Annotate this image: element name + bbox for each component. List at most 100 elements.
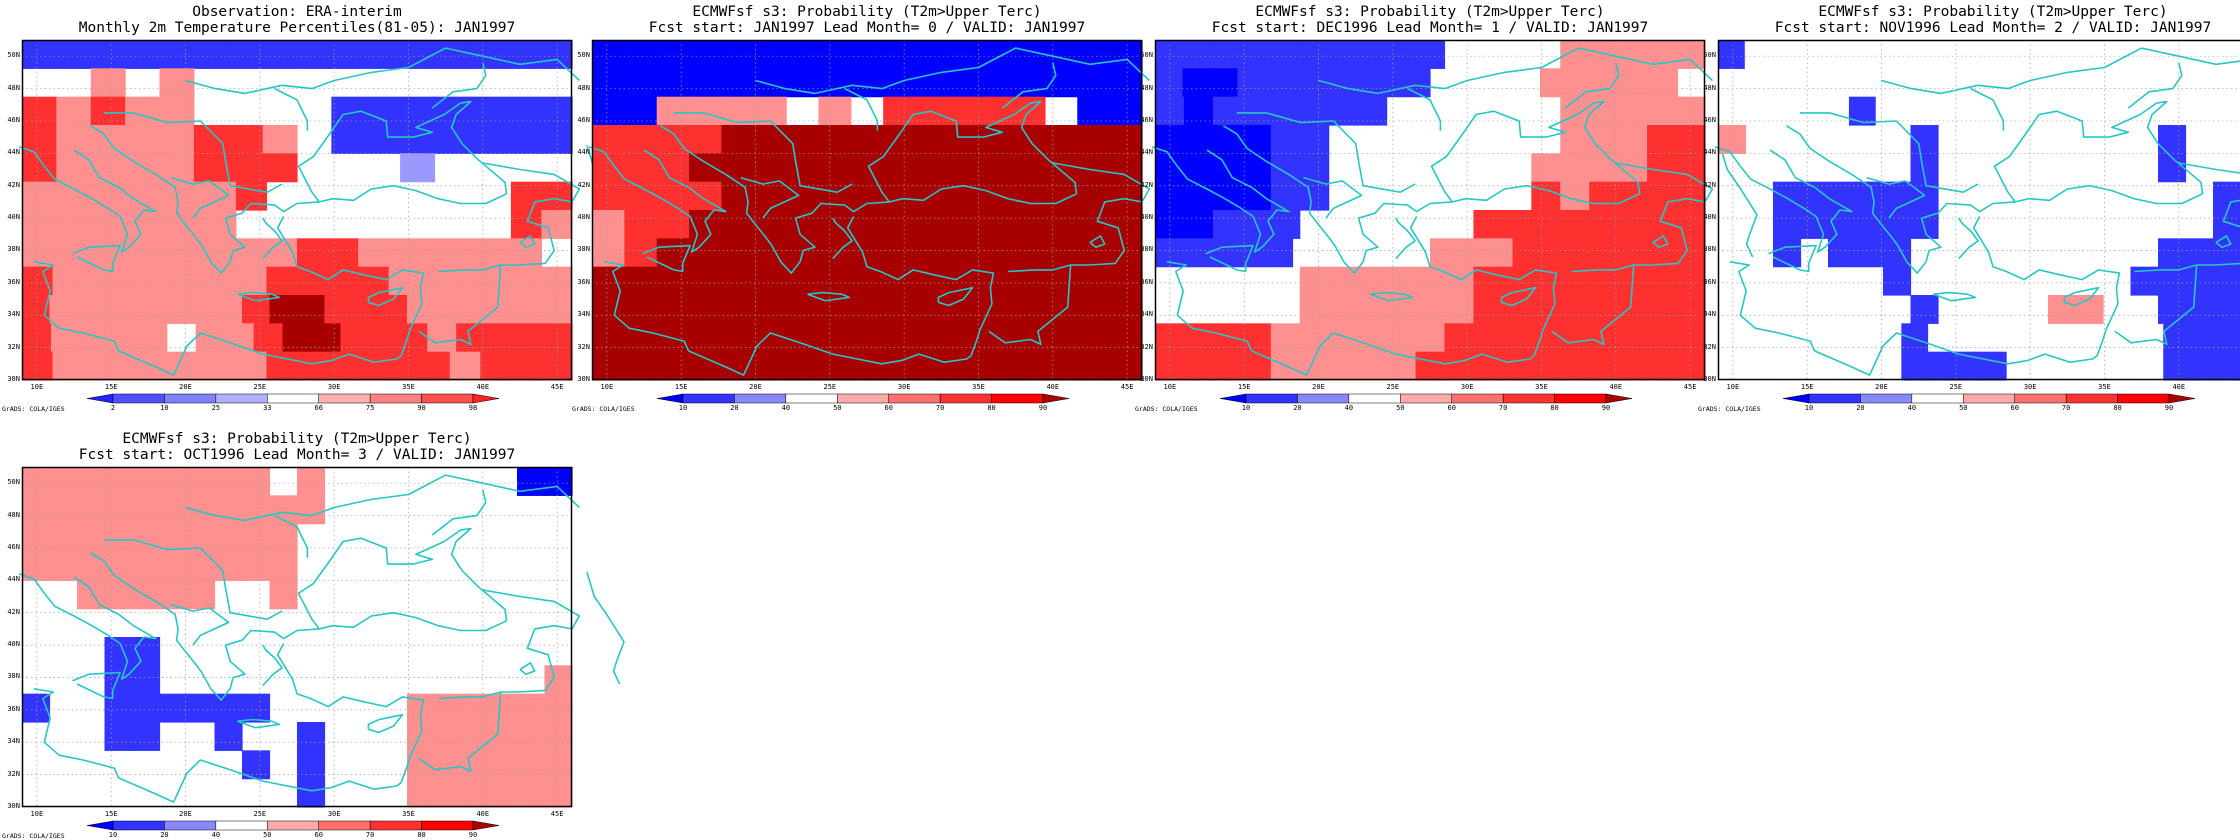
panel-subtitle: Fcst start: JAN1997 Lead Month= 0 / VALI… xyxy=(648,20,1086,36)
grid-cell xyxy=(1241,323,1272,353)
grid-cell xyxy=(52,351,84,381)
colorbar-segment xyxy=(318,393,371,404)
grid-cell xyxy=(2189,323,2217,353)
grid-cell xyxy=(1155,68,1184,98)
grid-cell xyxy=(624,153,658,183)
grid-cell xyxy=(1183,153,1214,183)
grid-cell xyxy=(327,238,359,268)
colorbar xyxy=(1782,393,2196,404)
grid-cell xyxy=(1677,238,1706,268)
lat-tick-label: 38N xyxy=(7,672,20,681)
grid-cell xyxy=(104,665,133,695)
lat-tick-label: 46N xyxy=(1140,115,1153,124)
panel-title: Observation: ERA-interim xyxy=(192,4,402,20)
coastline xyxy=(2134,162,2240,273)
grid-cell xyxy=(786,40,820,69)
grid-cell xyxy=(52,238,84,268)
grid-cell xyxy=(1647,125,1677,154)
grid-cell xyxy=(1109,153,1143,183)
grid-cell xyxy=(462,750,491,780)
grid-cell xyxy=(544,665,573,695)
colorbar-segment xyxy=(656,393,684,404)
grid-cell xyxy=(90,153,126,183)
colorbar-label: 70 xyxy=(365,831,375,839)
lon-tick-label: 25E xyxy=(253,810,267,818)
grid-cell xyxy=(1241,96,1272,126)
coastline xyxy=(1714,146,1853,253)
lon-tick-label: 10E xyxy=(30,383,44,391)
lat-tick-label: 34N xyxy=(7,310,20,319)
grid-cell xyxy=(624,40,658,69)
grid-cell xyxy=(1567,238,1596,268)
grid-cell xyxy=(1357,40,1388,69)
grid-cell xyxy=(1357,295,1388,324)
grid-cell xyxy=(132,523,161,553)
coastline xyxy=(588,146,727,253)
grid-cell xyxy=(1270,40,1301,69)
colorbar-segment xyxy=(1502,393,1555,404)
grid-cell xyxy=(1676,153,1706,183)
coastline xyxy=(72,671,121,700)
grid-cell xyxy=(1531,181,1561,211)
grid-cell xyxy=(721,125,755,154)
colorbar-label: 90 xyxy=(2164,404,2174,412)
grid-cell xyxy=(449,351,481,381)
grid-cell xyxy=(2189,351,2217,381)
grid-cell xyxy=(1210,238,1239,268)
grid-cell xyxy=(753,181,787,211)
grid-cell xyxy=(228,153,264,183)
grid-cell xyxy=(1044,68,1078,98)
grid-cell xyxy=(517,693,546,723)
panel-title: ECMWFsf s3: Probability (T2m>Upper Terc) xyxy=(1255,4,1605,20)
lat-tick-label: 44N xyxy=(1703,148,1716,157)
grid-cell xyxy=(689,40,723,69)
lat-tick-label: 30N xyxy=(7,802,20,810)
grid-cell xyxy=(818,153,852,183)
grid-cell xyxy=(132,295,161,324)
grid-cell xyxy=(753,40,787,69)
grid-cell xyxy=(1109,351,1143,381)
lat-tick-label: 32N xyxy=(1703,342,1716,351)
map-area xyxy=(18,39,625,381)
grid-cell xyxy=(541,181,573,211)
lon-tick-label: 10E xyxy=(1163,383,1177,391)
grid-cell xyxy=(1883,181,1912,211)
grid-cell xyxy=(1241,181,1272,211)
grid-cell xyxy=(104,467,133,496)
colorbar-label: 70 xyxy=(2061,404,2071,412)
colorbar xyxy=(656,393,1070,404)
grid-cell xyxy=(1183,351,1214,381)
grid-cell xyxy=(1618,125,1648,154)
grid-cell xyxy=(1589,295,1619,324)
grid-cell xyxy=(1328,266,1359,296)
grid-cell xyxy=(400,153,436,183)
grid-cell xyxy=(331,40,367,69)
coastline xyxy=(1008,162,1151,273)
coastline xyxy=(1166,216,1558,376)
grid-cell xyxy=(104,552,133,581)
grid-cell xyxy=(1676,266,1706,296)
grid-cell xyxy=(52,210,84,239)
coastline xyxy=(1785,100,2204,274)
grid-cell xyxy=(980,210,1014,239)
coastline xyxy=(519,662,536,675)
grid-cell xyxy=(721,68,755,98)
lat-tick-label: 36N xyxy=(1140,277,1153,286)
grid-cell xyxy=(656,295,690,324)
map-border xyxy=(21,39,573,381)
lat-tick-label: 32N xyxy=(7,342,20,351)
colorbar-segment xyxy=(215,393,268,404)
colorbar-segment xyxy=(2065,393,2118,404)
lon-tick-label: 35E xyxy=(2098,383,2111,391)
coastline xyxy=(262,217,283,260)
grid-cell xyxy=(1012,210,1046,239)
grid-cell xyxy=(818,210,852,239)
grid-cell xyxy=(22,351,54,381)
grid-cell xyxy=(352,295,381,324)
colorbar-label: 90 xyxy=(417,404,426,412)
grid-cell xyxy=(883,153,917,183)
grid-cell xyxy=(1415,295,1446,324)
grid-cell xyxy=(689,210,723,239)
grid-cell xyxy=(786,266,820,296)
colorbar-segment xyxy=(939,393,992,404)
